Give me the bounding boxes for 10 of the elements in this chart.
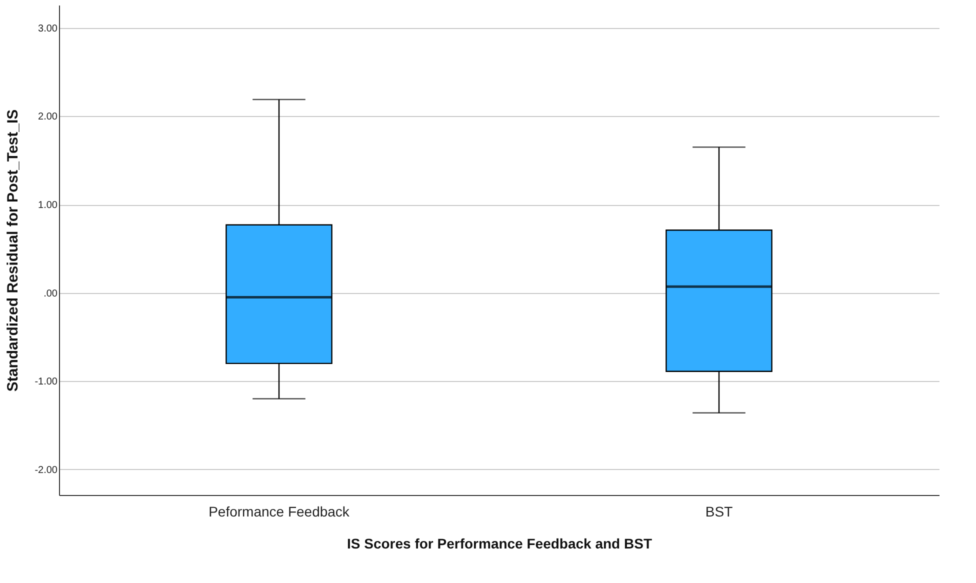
y-tick-label: -2.00 — [34, 464, 58, 476]
y-tick-label: 1.00 — [38, 200, 58, 212]
x-tick-label: Peformance Feedback — [208, 504, 350, 520]
y-tick-label: -1.00 — [34, 376, 58, 388]
y-tick-label: .00 — [44, 288, 58, 300]
y-tick-label: 3.00 — [38, 23, 58, 34]
y-tick-label: 2.00 — [38, 112, 58, 123]
x-axis-title: IS Scores for Performance Feedback and BST — [347, 536, 652, 552]
x-tick-label: BST — [705, 504, 734, 520]
y-axis-title: Standardized Residual for Post_Test_IS — [4, 109, 22, 392]
